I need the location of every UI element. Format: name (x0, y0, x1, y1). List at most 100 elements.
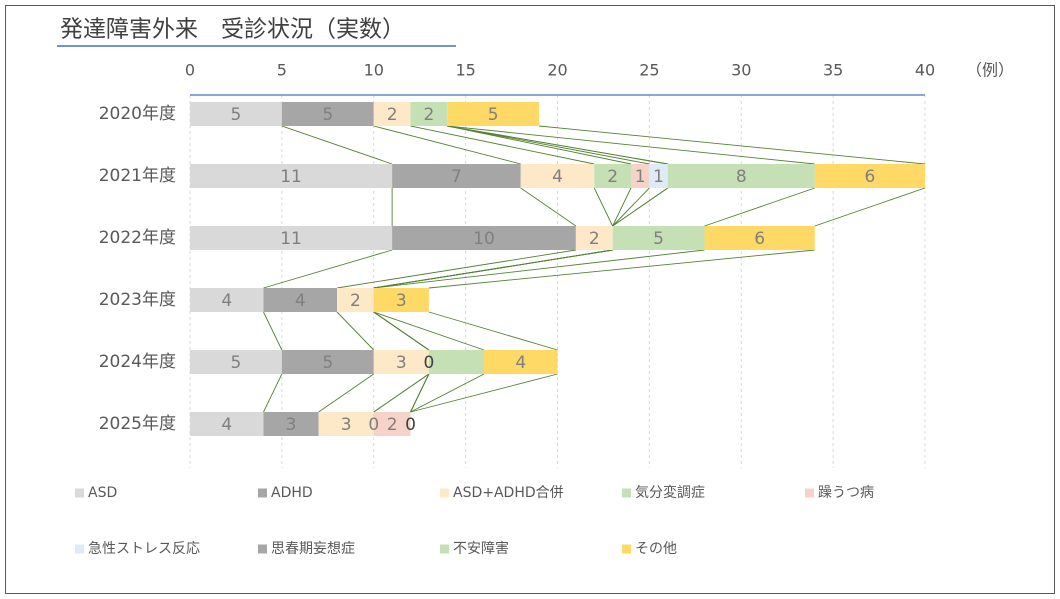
bar-segment (190, 102, 282, 126)
bar-segment (428, 350, 484, 374)
data-label: 5 (488, 105, 499, 125)
bar-segment (281, 350, 374, 374)
legend-swatch (258, 488, 267, 498)
legend-swatch (440, 488, 449, 498)
legend-swatch (622, 488, 631, 498)
legend-swatch (622, 544, 631, 554)
series-line (428, 249, 815, 289)
bar-segment (594, 164, 631, 188)
data-label: 4 (295, 291, 306, 311)
data-label: 3 (341, 415, 352, 435)
legend-label: 急性ストレス反応 (88, 541, 200, 557)
x-tick-label: 15 (455, 61, 475, 80)
x-tick-label: 10 (364, 61, 384, 80)
series-line (447, 125, 650, 165)
series-line (410, 373, 485, 413)
series-line (520, 187, 577, 227)
legend-swatch (258, 544, 267, 554)
bar-segment (704, 226, 815, 250)
data-label: 10 (473, 229, 495, 249)
data-label: 5 (322, 105, 333, 125)
bar-segment (190, 350, 282, 374)
series-line (281, 125, 393, 165)
bar-segment (190, 226, 393, 250)
series-line (428, 311, 558, 351)
data-label: 11 (280, 229, 302, 249)
series-line (373, 311, 485, 351)
data-label: 4 (221, 415, 232, 435)
series-line (612, 187, 669, 227)
legend-swatch (805, 488, 814, 498)
y-tick-label: 2023年度 (99, 290, 176, 310)
data-label: 11 (280, 167, 302, 187)
data-label: 3 (286, 415, 297, 435)
x-tick-label: 5 (277, 61, 287, 80)
legend-label: 不安障害 (453, 541, 509, 557)
series-line (263, 373, 283, 413)
bar-segment (373, 350, 429, 374)
series-line (373, 249, 613, 289)
legend-label: その他 (635, 541, 677, 557)
bar-segment (814, 164, 925, 188)
bar-segment (263, 288, 337, 312)
y-tick-label: 2022年度 (99, 228, 176, 248)
series-line (263, 249, 393, 289)
bar-segment (281, 102, 374, 126)
data-label: 8 (736, 167, 747, 187)
x-tick-label: 20 (547, 61, 567, 80)
data-label: 6 (864, 167, 875, 187)
legend-label: 躁うつ病 (818, 485, 874, 501)
data-label: 4 (515, 353, 526, 373)
y-tick-label: 2024年度 (99, 352, 176, 372)
bar-segment (575, 226, 613, 250)
series-line (318, 373, 375, 413)
series-line (593, 187, 614, 227)
data-label: 2 (589, 229, 600, 249)
bar-segment (631, 164, 650, 188)
bar-segment (410, 102, 448, 126)
data-label: 4 (221, 291, 232, 311)
data-label: 4 (552, 167, 563, 187)
x-axis-unit: （例） (966, 61, 1014, 80)
y-tick-label: 2025年度 (99, 414, 176, 434)
data-label: 6 (754, 229, 765, 249)
x-tick-label: 35 (823, 61, 843, 80)
data-label: 7 (451, 167, 462, 187)
chart-title: 発達障害外来 受診状況（実数） (60, 17, 405, 43)
bar-segment (263, 412, 319, 436)
data-label: 2 (607, 167, 618, 187)
series-line (336, 311, 375, 351)
bar-segment (520, 164, 595, 188)
bar-segment (190, 288, 264, 312)
bar-segment (373, 412, 411, 436)
bar-segment (392, 164, 521, 188)
data-label: 1 (653, 167, 664, 187)
legend-label: ASD+ADHD合併 (453, 485, 564, 501)
data-label: 0 (368, 415, 379, 435)
bar-segment (649, 164, 668, 188)
data-label: 5 (653, 229, 664, 249)
series-line (336, 249, 576, 289)
bar-segment (667, 164, 815, 188)
series-line (373, 125, 521, 165)
series-line (704, 187, 815, 227)
data-label: 2 (350, 291, 361, 311)
data-label: 3 (396, 291, 407, 311)
data-label: 1 (635, 167, 646, 187)
bar-segment (392, 226, 576, 250)
series-line (410, 373, 558, 413)
y-tick-label: 2021年度 (99, 166, 176, 186)
data-label: 5 (231, 105, 242, 125)
bar-segment (373, 102, 411, 126)
y-tick-label: 2020年度 (99, 104, 176, 124)
series-line (447, 125, 668, 165)
x-tick-label: 0 (185, 61, 195, 80)
series-line (410, 373, 430, 413)
bar-segment (337, 288, 374, 312)
data-label: 5 (231, 353, 242, 373)
series-line (447, 125, 815, 165)
x-tick-label: 30 (731, 61, 751, 80)
x-tick-label: 40 (915, 61, 935, 80)
legend-swatch (440, 544, 449, 554)
